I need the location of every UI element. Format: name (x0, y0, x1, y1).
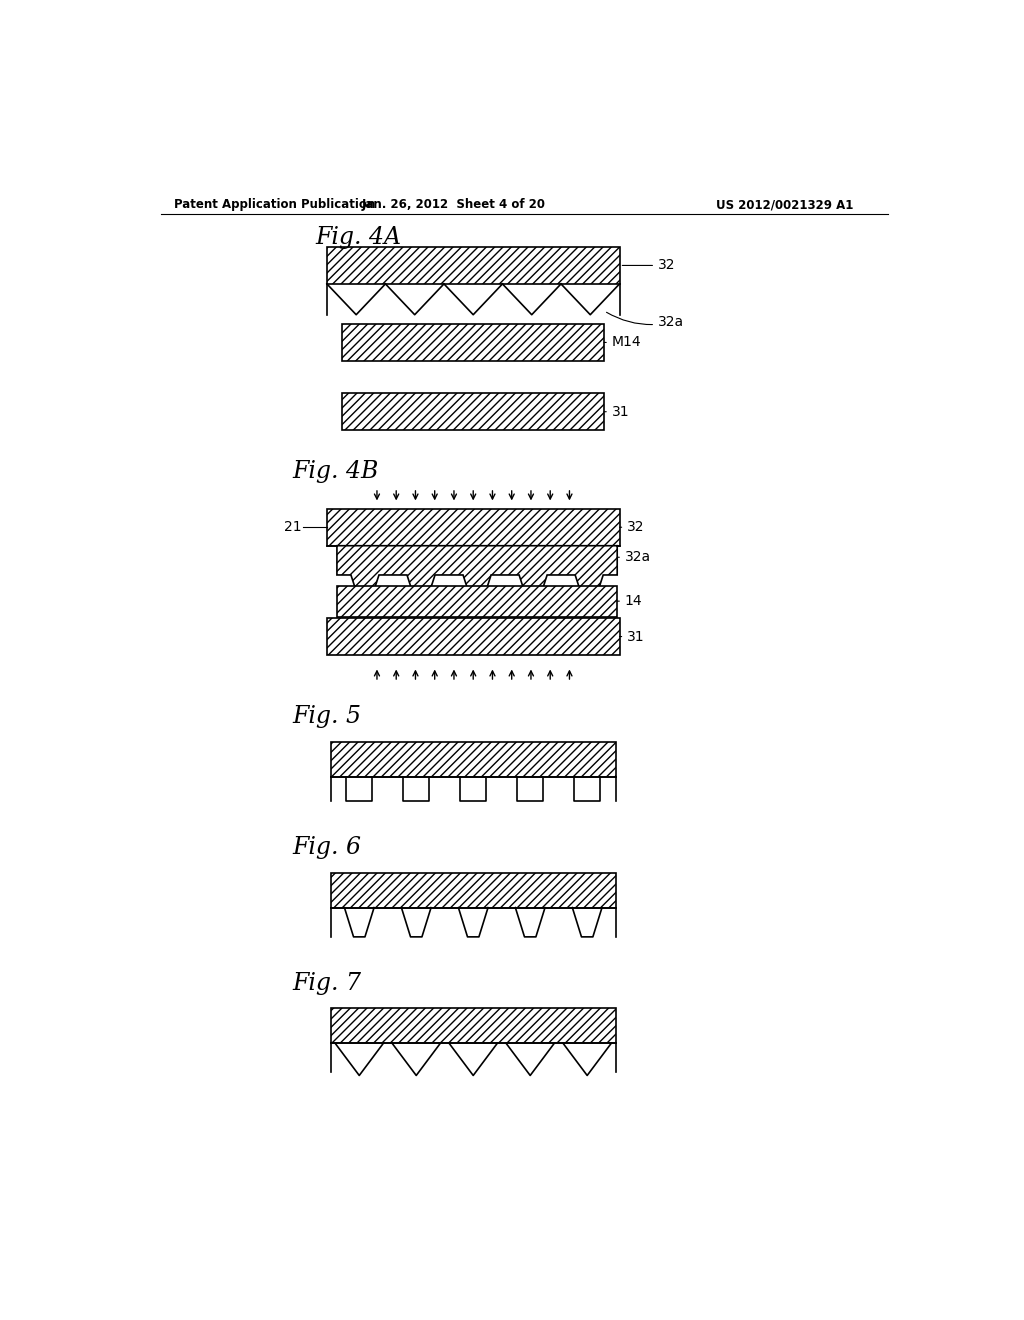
Text: 31: 31 (620, 630, 645, 644)
Bar (331, 873, 615, 908)
Text: Fig. 4A: Fig. 4A (315, 226, 401, 249)
Text: M14: M14 (604, 335, 641, 350)
Text: 32a: 32a (606, 313, 684, 330)
Text: 14: 14 (617, 594, 642, 609)
Text: 31: 31 (604, 405, 630, 418)
Text: Patent Application Publication: Patent Application Publication (174, 198, 376, 211)
Bar (337, 586, 617, 616)
Bar (342, 393, 604, 430)
Bar (327, 247, 620, 284)
Text: 32a: 32a (617, 550, 651, 564)
Bar (327, 618, 620, 655)
Text: 32: 32 (623, 259, 676, 272)
Text: Fig. 7: Fig. 7 (292, 972, 361, 994)
Text: 21: 21 (284, 520, 301, 535)
Bar (342, 323, 604, 360)
Polygon shape (337, 545, 617, 599)
Bar (331, 742, 615, 776)
Bar (331, 1008, 615, 1043)
Text: Fig. 5: Fig. 5 (292, 705, 361, 729)
Text: 32: 32 (620, 520, 645, 535)
Bar (327, 508, 620, 545)
Text: US 2012/0021329 A1: US 2012/0021329 A1 (716, 198, 853, 211)
Text: Jan. 26, 2012  Sheet 4 of 20: Jan. 26, 2012 Sheet 4 of 20 (361, 198, 546, 211)
Text: Fig. 6: Fig. 6 (292, 836, 361, 859)
Text: Fig. 4B: Fig. 4B (292, 461, 379, 483)
